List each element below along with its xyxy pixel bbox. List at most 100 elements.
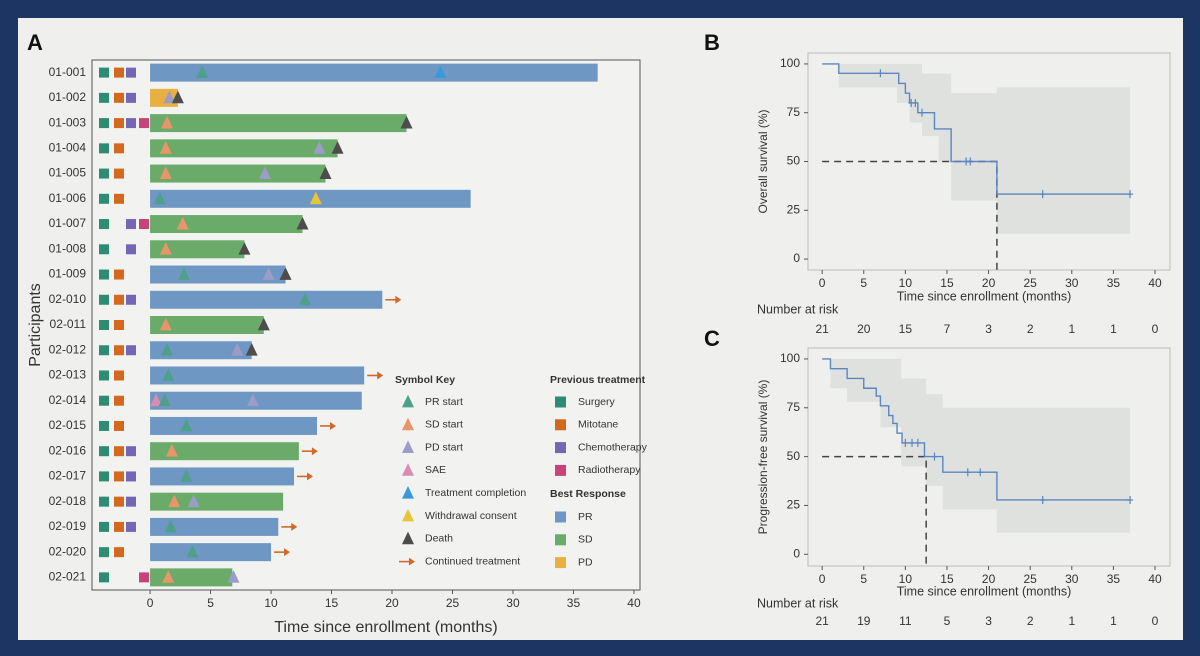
legend-label: Continued treatment — [425, 555, 520, 567]
event-marker — [400, 115, 413, 129]
y-tick-label: 50 — [787, 449, 801, 463]
event-marker — [159, 141, 172, 154]
event-marker — [227, 570, 240, 583]
previous-treatment-square — [99, 345, 109, 356]
previous-treatment-square — [114, 269, 124, 280]
bar — [150, 517, 279, 536]
event-marker — [262, 267, 275, 280]
at-risk-value: 1 — [1068, 322, 1075, 336]
bar — [150, 290, 383, 309]
at-risk-value: 19 — [857, 614, 871, 628]
legend-triangle — [402, 508, 414, 522]
event-marker — [309, 191, 322, 205]
x-tick-label: 40 — [1148, 276, 1162, 290]
confidence-band — [822, 63, 1131, 234]
participant-label: 01-006 — [49, 191, 87, 205]
at-risk-value: 1 — [1110, 322, 1117, 336]
previous-treatment-square — [126, 471, 136, 482]
previous-treatment-square — [114, 345, 124, 356]
legend-triangle — [402, 417, 414, 431]
continued-arrow-head — [330, 421, 337, 430]
legend-title: Previous treatment — [550, 374, 646, 386]
bar — [150, 467, 295, 486]
previous-treatment-square — [99, 67, 109, 78]
y-tick-label: 25 — [787, 498, 801, 512]
continued-arrow-head — [291, 522, 298, 531]
event-marker — [196, 65, 209, 79]
legend-label: SD — [578, 534, 593, 546]
event-marker — [187, 494, 200, 508]
participant-label: 01-002 — [49, 90, 87, 104]
participant-label: 02-013 — [49, 368, 87, 382]
previous-treatment-square — [99, 572, 109, 583]
y-tick-label: 100 — [780, 56, 800, 70]
legend-square — [555, 419, 566, 431]
participant-label: 01-007 — [49, 216, 87, 230]
at-risk-value: 3 — [985, 322, 992, 336]
at-risk-value: 2 — [1027, 614, 1034, 628]
x-tick-label: 20 — [982, 276, 996, 290]
censor-mark — [912, 98, 919, 107]
x-tick-label: 15 — [940, 276, 954, 290]
previous-treatment-square — [139, 118, 149, 129]
event-marker — [180, 469, 193, 482]
x-tick-label: 15 — [940, 572, 954, 586]
participant-label: 02-010 — [49, 292, 87, 306]
censor-mark — [1039, 190, 1046, 199]
censor-mark — [964, 468, 971, 477]
bar — [150, 240, 245, 259]
participant-label: 01-008 — [49, 241, 87, 255]
bar — [150, 416, 318, 435]
legend-label: SAE — [425, 464, 446, 476]
previous-treatment-square — [114, 193, 124, 204]
previous-treatment-square — [126, 345, 136, 356]
event-marker — [162, 570, 175, 583]
event-marker — [159, 166, 172, 179]
x-tick-label: 10 — [264, 596, 278, 610]
participant-label: 01-003 — [49, 115, 87, 129]
y-tick-label: 75 — [787, 400, 801, 414]
previous-treatment-square — [126, 92, 136, 103]
previous-treatment-square — [114, 294, 124, 305]
previous-treatment-square — [99, 92, 109, 103]
legend-label: PR start — [425, 396, 463, 408]
x-tick-label: 15 — [325, 596, 339, 610]
event-marker — [164, 519, 177, 533]
y-axis-label: Overall survival (%) — [756, 109, 770, 213]
previous-treatment-square — [114, 370, 124, 381]
legend-title: Symbol Key — [395, 374, 455, 386]
x-tick-label: 20 — [982, 572, 996, 586]
x-tick-label: 40 — [627, 596, 641, 610]
previous-treatment-square — [99, 320, 109, 330]
x-tick-label: 25 — [1024, 572, 1038, 586]
previous-treatment-square — [99, 168, 109, 179]
confidence-band — [822, 358, 1131, 533]
x-tick-label: 35 — [1107, 572, 1121, 586]
event-marker — [165, 443, 178, 457]
previous-treatment-square — [114, 547, 124, 558]
legend-label: PD start — [425, 441, 463, 453]
legend-label: Death — [425, 533, 453, 545]
participant-label: 02-019 — [49, 519, 87, 533]
y-tick-label: 25 — [787, 202, 801, 216]
panel-label: C — [704, 326, 720, 351]
participant-label: 01-004 — [49, 141, 87, 155]
previous-treatment-square — [99, 395, 109, 406]
risk-table-label: Number at risk — [757, 302, 839, 316]
censor-mark — [931, 452, 938, 461]
x-tick-label: 5 — [860, 276, 867, 290]
x-tick-label: 0 — [819, 276, 826, 290]
bar — [150, 568, 233, 587]
censor-mark — [1127, 190, 1134, 199]
event-marker — [171, 90, 184, 104]
legend-label: Radiotherapy — [578, 464, 641, 476]
previous-treatment-square — [99, 446, 109, 457]
previous-treatment-square — [126, 294, 136, 305]
censor-mark — [877, 69, 884, 78]
censor-mark — [967, 157, 974, 166]
previous-treatment-square — [99, 244, 109, 255]
participant-label: 02-014 — [49, 393, 87, 407]
panel-label: B — [704, 30, 720, 55]
previous-treatment-square — [114, 471, 124, 482]
